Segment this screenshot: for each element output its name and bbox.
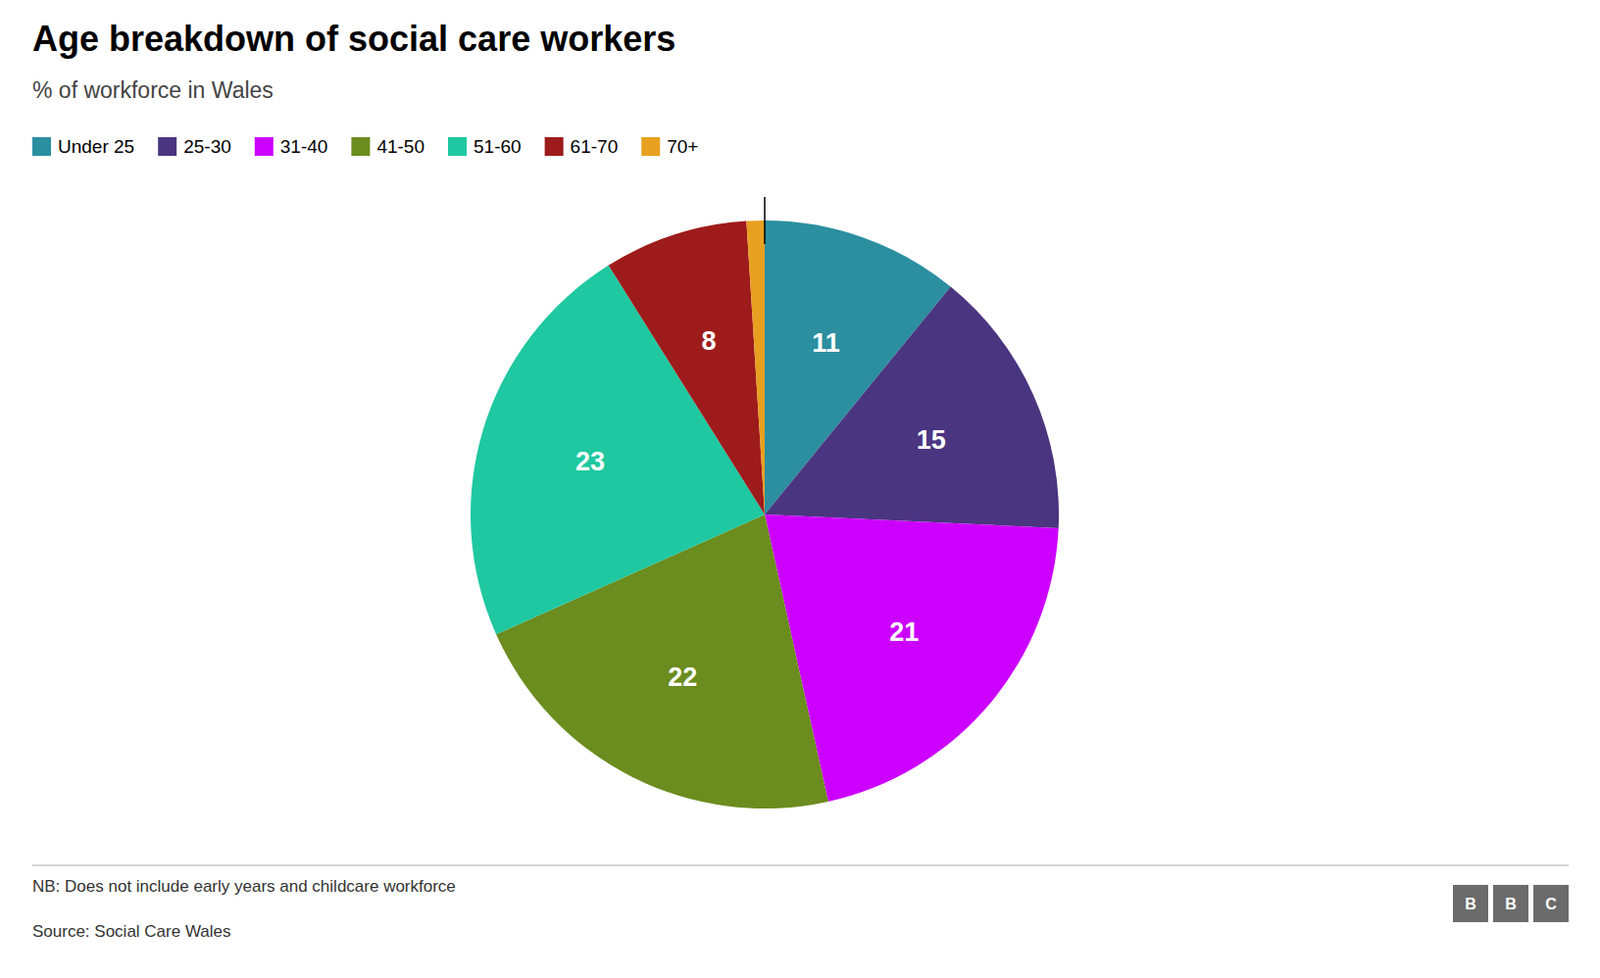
legend: Under 25 25-30 31-40 41-50 51-60 61-70 70+: [32, 136, 699, 157]
pie-slice: [764, 287, 1059, 529]
background: [0, 0, 1600, 978]
separator: [32, 865, 1569, 867]
logo-letter: B: [1504, 896, 1517, 913]
logo-box: [1452, 885, 1489, 923]
legend-swatch: [641, 137, 660, 156]
pie-slice: [746, 220, 765, 515]
logo-box: [1533, 885, 1569, 923]
legend-swatch: [448, 137, 467, 156]
legend-label: 51-60: [473, 136, 522, 157]
legend-swatch: [350, 137, 370, 156]
data-label: 21: [889, 617, 919, 648]
legend-swatch: [545, 137, 564, 156]
pie: [470, 220, 1059, 809]
logo-box: [1493, 885, 1529, 923]
subtitle: % of workforce in Wales: [32, 77, 274, 103]
source: Source: Social Care Wales: [32, 922, 232, 942]
top-tick: [763, 197, 766, 245]
legend-label: 41-50: [376, 136, 425, 157]
data-label: 15: [916, 425, 947, 455]
logo: BBC: [1452, 885, 1569, 923]
data-label: 23: [575, 447, 605, 477]
logo-letter: B: [1464, 896, 1477, 913]
logo-letter: C: [1545, 896, 1557, 913]
legend-label: 70+: [666, 136, 699, 157]
legend-label: 31-40: [280, 136, 329, 157]
data-label: 8: [701, 326, 717, 356]
data-labels: 11 15 21 22 23 8: [575, 326, 947, 693]
legend-label: 25-30: [183, 136, 232, 157]
legend-label: Under 25: [57, 136, 135, 157]
legend-swatch: [157, 137, 177, 156]
note: NB: Does not include early years and chi…: [32, 877, 456, 897]
pie-slice: [608, 221, 765, 515]
legend-swatch: [254, 137, 274, 156]
title: Age breakdown of social care workers: [32, 18, 676, 59]
legend-swatch: [32, 137, 51, 156]
data-label: 22: [667, 662, 698, 693]
data-label: 11: [811, 328, 841, 358]
legend-label: 61-70: [570, 136, 619, 157]
chart: Age breakdown of social care workers % of…: [0, 0, 1600, 978]
